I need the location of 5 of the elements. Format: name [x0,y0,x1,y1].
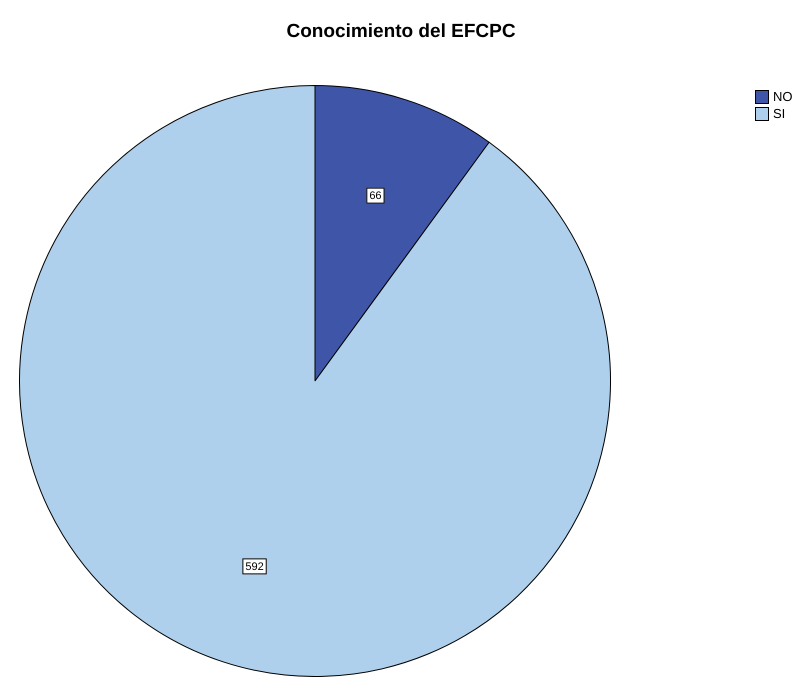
legend-label: SI [773,106,786,122]
legend-label: NO [773,89,792,104]
data-label: 592 [245,560,264,573]
chart-title: Conocimiento del EFCPC [286,21,516,42]
data-label: 66 [369,190,382,202]
